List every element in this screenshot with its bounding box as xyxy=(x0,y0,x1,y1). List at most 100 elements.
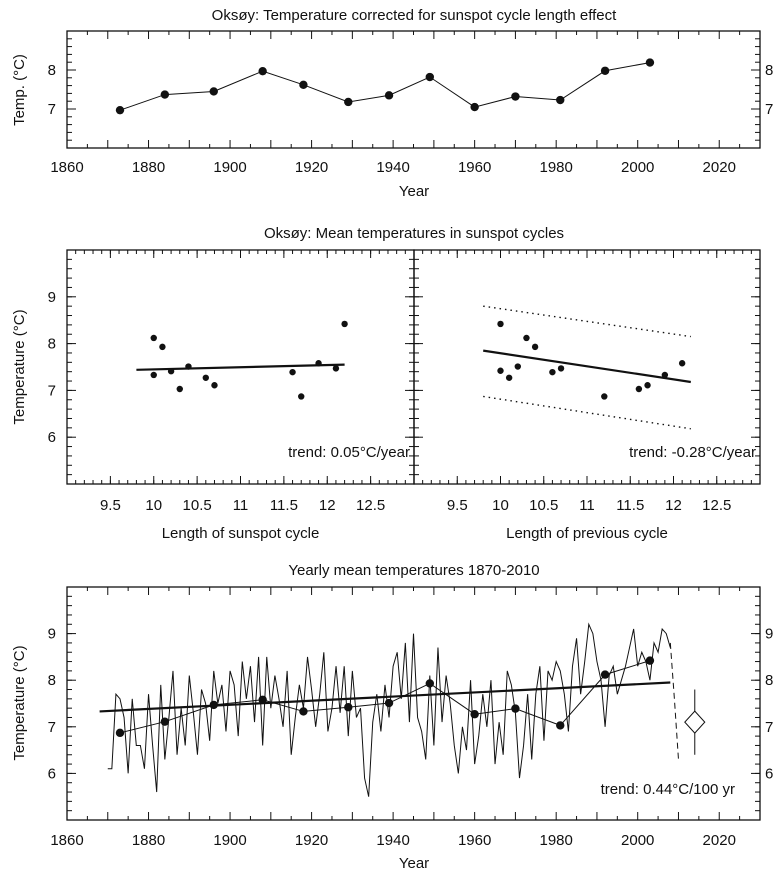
data-point xyxy=(600,66,610,75)
y-tick-label: 9 xyxy=(765,626,773,643)
x-tick-label: 1960 xyxy=(458,159,491,176)
trend-line xyxy=(483,349,691,384)
trend-line xyxy=(99,681,671,713)
cycle-mean-point xyxy=(258,695,267,704)
y-axis-label: Temperature (°C) xyxy=(11,309,28,424)
x-tick-label: 12 xyxy=(665,497,682,514)
y-tick-label: 7 xyxy=(48,719,56,736)
data-point xyxy=(531,343,539,351)
cycle-mean-point xyxy=(645,656,655,665)
y-tick-label: 6 xyxy=(48,429,56,446)
cycle-mean-point xyxy=(425,679,435,688)
x-tick-label: 1900 xyxy=(213,832,246,849)
x-axis-label: Length of sunspot cycle xyxy=(162,525,320,542)
data-point xyxy=(557,365,565,372)
yearly-temperature-line xyxy=(107,622,671,797)
data-point xyxy=(150,334,157,342)
data-point xyxy=(661,371,669,379)
y-tick-label: 8 xyxy=(765,62,773,79)
trend-line xyxy=(136,363,345,371)
chart-title: Oksøy: Mean temperatures in sunspot cycl… xyxy=(264,225,564,242)
x-tick-label: 11 xyxy=(233,497,249,514)
data-point xyxy=(678,360,686,367)
y-axis-label: Temperature (°C) xyxy=(11,645,28,760)
data-point xyxy=(159,343,166,351)
cycle-mean-point xyxy=(384,698,394,708)
x-tick-label: 10 xyxy=(492,497,509,514)
x-tick-label: 1940 xyxy=(376,832,409,849)
data-point xyxy=(341,320,348,328)
y-tick-label: 7 xyxy=(765,719,773,736)
x-tick-label: 1980 xyxy=(539,832,572,849)
confidence-lower xyxy=(483,395,691,430)
y-tick-label: 8 xyxy=(48,672,56,689)
data-point xyxy=(332,365,340,372)
cycle-mean-point xyxy=(600,670,610,679)
data-point xyxy=(556,95,565,105)
x-tick-label: 1940 xyxy=(376,159,409,176)
forecast-diamond xyxy=(684,710,706,734)
trend-annotation: trend: -0.28°C/year xyxy=(629,444,756,461)
x-tick-label: 2000 xyxy=(621,832,654,849)
x-tick-label: 2020 xyxy=(703,832,736,849)
data-point xyxy=(384,91,394,100)
cycle-mean-point xyxy=(556,721,565,730)
y-tick-label: 8 xyxy=(48,336,56,353)
data-point xyxy=(315,360,322,367)
data-point xyxy=(523,334,530,342)
data-point xyxy=(167,368,175,375)
x-axis-label: Year xyxy=(399,183,429,200)
x-axis-label: Year xyxy=(399,855,429,872)
x-tick-label: 1860 xyxy=(50,832,83,849)
x-tick-label: 9.5 xyxy=(447,497,468,514)
chart-title: Yearly mean temperatures 1870-2010 xyxy=(288,562,539,579)
data-point xyxy=(505,374,513,381)
projection-line xyxy=(669,642,679,760)
data-point xyxy=(514,363,521,370)
y-tick-label: 9 xyxy=(48,289,56,306)
data-point xyxy=(344,97,353,107)
trend-annotation: trend: 0.05°C/year xyxy=(288,444,410,461)
panel1-frame xyxy=(66,30,761,149)
x-tick-label: 9.5 xyxy=(100,497,121,514)
x-tick-label: 1860 xyxy=(50,159,83,176)
data-point xyxy=(470,102,479,112)
data-point xyxy=(497,320,504,328)
data-point xyxy=(644,382,651,389)
data-point xyxy=(299,80,308,90)
y-tick-label: 8 xyxy=(765,672,773,689)
cycle-mean-point xyxy=(115,728,125,738)
data-point xyxy=(601,393,608,400)
x-tick-label: 12 xyxy=(319,497,336,514)
data-point xyxy=(425,72,435,82)
y-tick-label: 7 xyxy=(48,101,56,118)
data-point xyxy=(115,105,125,115)
confidence-upper xyxy=(483,305,691,338)
x-tick-label: 1900 xyxy=(213,159,246,176)
y-tick-label: 7 xyxy=(765,101,773,118)
data-point xyxy=(497,367,504,374)
x-tick-label: 1980 xyxy=(539,159,572,176)
cycle-mean-point xyxy=(160,717,170,726)
data-point xyxy=(176,385,183,393)
series-line xyxy=(119,62,651,111)
data-point xyxy=(511,92,520,101)
trend-annotation: trend: 0.44°C/100 yr xyxy=(601,781,735,798)
data-point xyxy=(211,382,218,389)
x-tick-label: 2000 xyxy=(621,159,654,176)
x-tick-label: 11.5 xyxy=(616,497,644,514)
y-tick-label: 7 xyxy=(48,382,56,399)
y-axis-label: Temp. (°C) xyxy=(11,54,28,126)
y-tick-label: 6 xyxy=(765,765,773,782)
data-point xyxy=(549,368,556,376)
x-tick-label: 1920 xyxy=(295,832,328,849)
x-tick-label: 11 xyxy=(579,497,595,514)
data-point xyxy=(635,385,643,393)
x-axis-label: Length of previous cycle xyxy=(506,525,668,542)
data-point xyxy=(160,90,170,99)
x-tick-label: 1880 xyxy=(132,159,165,176)
cycle-mean-point xyxy=(511,704,520,713)
data-point xyxy=(298,393,305,400)
x-tick-label: 10.5 xyxy=(183,497,212,514)
cycle-mean-point xyxy=(209,700,218,710)
